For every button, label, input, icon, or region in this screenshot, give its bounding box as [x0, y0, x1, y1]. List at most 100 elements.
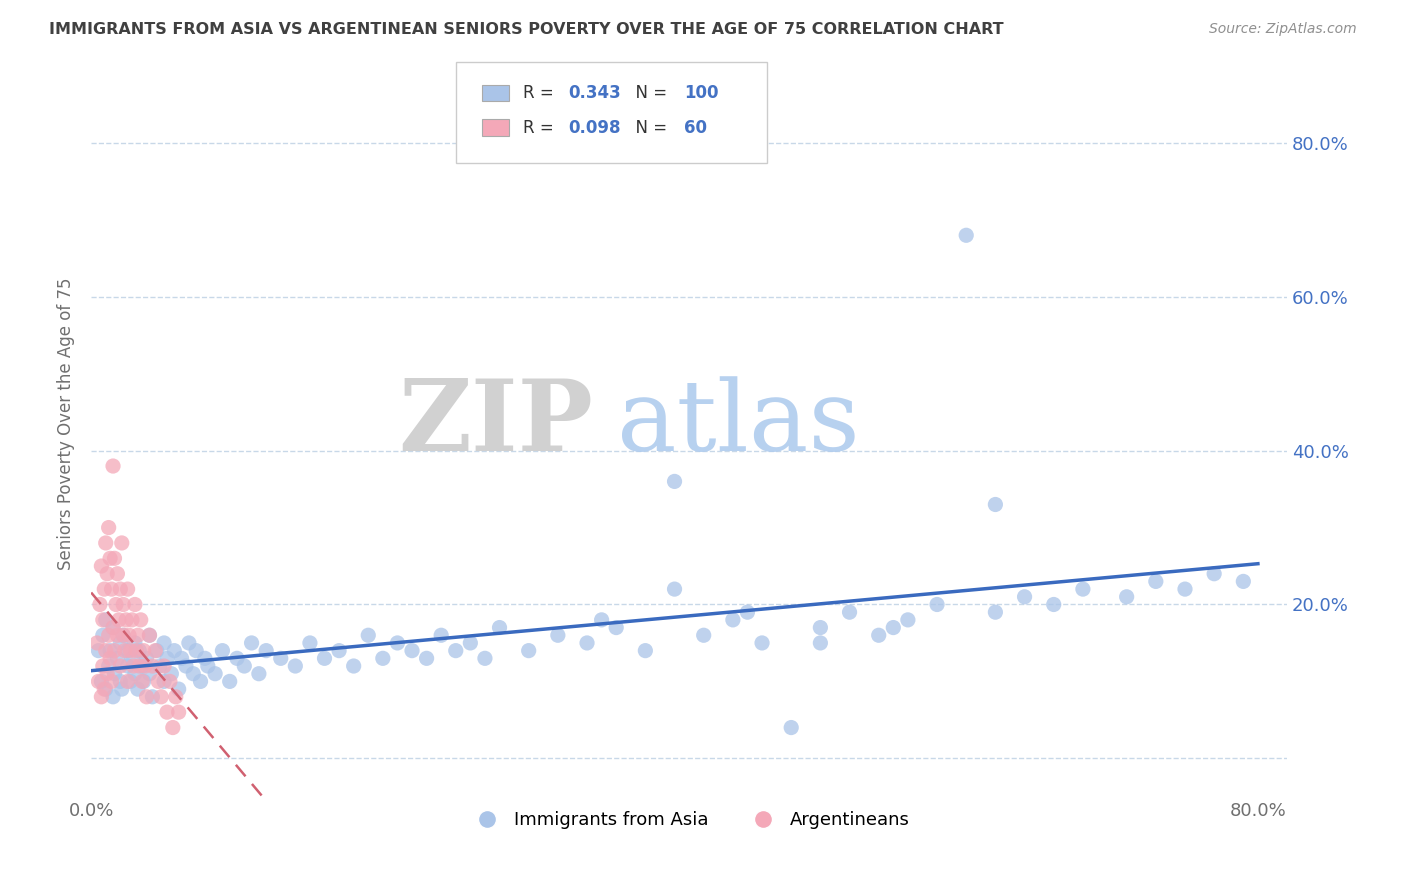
Point — [328, 643, 350, 657]
Point — [401, 643, 423, 657]
Point — [517, 643, 540, 657]
Point — [107, 651, 129, 665]
Point — [211, 643, 233, 657]
Point — [120, 643, 142, 657]
Point — [190, 674, 212, 689]
Text: atlas: atlas — [617, 376, 860, 472]
Point — [387, 636, 409, 650]
Point — [124, 666, 146, 681]
Text: N =: N = — [624, 84, 672, 103]
Point — [112, 598, 135, 612]
Point — [430, 628, 453, 642]
Point — [138, 628, 160, 642]
Point — [138, 666, 160, 681]
Point — [174, 659, 197, 673]
Point — [125, 643, 148, 657]
Point — [270, 651, 292, 665]
Text: R =: R = — [523, 119, 558, 136]
Point — [96, 566, 118, 581]
Point — [96, 666, 118, 681]
Point — [135, 651, 157, 665]
Point — [156, 651, 179, 665]
Text: ZIP: ZIP — [398, 376, 593, 472]
Point — [132, 643, 155, 657]
Point — [93, 682, 115, 697]
Point — [167, 682, 190, 697]
Point — [87, 674, 110, 689]
Point — [177, 636, 200, 650]
Point — [444, 643, 467, 657]
Point — [194, 651, 217, 665]
Point — [162, 721, 184, 735]
Point — [117, 659, 139, 673]
Point — [127, 628, 149, 642]
Point — [91, 659, 114, 673]
Point — [110, 582, 132, 596]
Point — [474, 651, 496, 665]
Point — [1174, 582, 1197, 596]
Point — [664, 582, 686, 596]
Point — [108, 613, 131, 627]
Point — [110, 636, 132, 650]
Point — [128, 659, 150, 673]
Point — [135, 690, 157, 704]
Point — [141, 659, 163, 673]
Point — [107, 628, 129, 642]
Point — [103, 643, 125, 657]
Point — [1232, 574, 1254, 589]
Point — [460, 636, 482, 650]
Point — [111, 536, 134, 550]
Point — [90, 674, 112, 689]
Point — [170, 651, 193, 665]
Point — [925, 598, 948, 612]
FancyBboxPatch shape — [482, 85, 509, 102]
Point — [163, 643, 186, 657]
Point — [115, 613, 138, 627]
Point — [107, 566, 129, 581]
Point — [124, 598, 146, 612]
Point — [204, 666, 226, 681]
Point — [101, 458, 124, 473]
Text: 60: 60 — [685, 119, 707, 136]
Point — [1042, 598, 1064, 612]
Point — [254, 643, 277, 657]
Point — [153, 659, 176, 673]
Point — [148, 674, 170, 689]
Point — [121, 651, 143, 665]
Point — [94, 613, 117, 627]
Point — [751, 636, 773, 650]
Point — [247, 666, 270, 681]
Point — [146, 643, 169, 657]
Point — [131, 674, 153, 689]
Point — [112, 628, 135, 642]
Point — [101, 621, 124, 635]
Point — [343, 659, 366, 673]
Point — [117, 674, 139, 689]
Point — [808, 636, 831, 650]
Point — [97, 659, 120, 673]
Point — [153, 674, 176, 689]
Point — [156, 705, 179, 719]
Point — [87, 643, 110, 657]
Point — [808, 621, 831, 635]
Point — [94, 643, 117, 657]
Point — [98, 651, 121, 665]
Point — [240, 636, 263, 650]
Point — [104, 598, 127, 612]
Point — [1144, 574, 1167, 589]
Point — [838, 605, 860, 619]
Point — [226, 651, 249, 665]
Point — [298, 636, 321, 650]
Point — [117, 643, 139, 657]
Point — [780, 721, 803, 735]
Text: 100: 100 — [685, 84, 718, 103]
Point — [86, 636, 108, 650]
Point — [165, 690, 187, 704]
Point — [90, 690, 112, 704]
Point — [132, 674, 155, 689]
Point — [547, 628, 569, 642]
Text: R =: R = — [523, 84, 558, 103]
Point — [605, 621, 627, 635]
Point — [186, 643, 208, 657]
Point — [94, 536, 117, 550]
